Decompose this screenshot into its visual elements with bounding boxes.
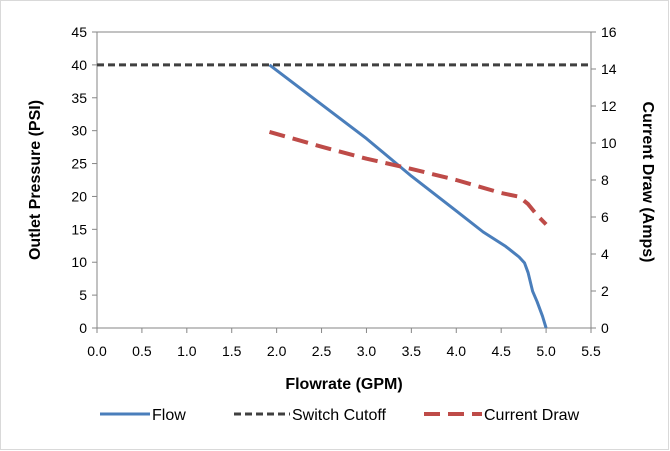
y-tick-label: 25 <box>71 156 87 172</box>
y2-tick-label: 6 <box>601 209 609 225</box>
y-tick-label: 10 <box>71 254 87 270</box>
x-tick-label: 3.5 <box>402 343 422 359</box>
y2-tick-label: 8 <box>601 172 609 188</box>
y-axis-title: Outlet Pressure (PSI) <box>27 100 44 260</box>
y2-tick-label: 10 <box>601 135 617 151</box>
y-tick-label: 5 <box>79 287 87 303</box>
legend-label-current-draw: Current Draw <box>484 407 580 424</box>
x-tick-label: 4.5 <box>491 343 511 359</box>
y-tick-label: 35 <box>71 90 87 106</box>
x-tick-label: 0.5 <box>132 343 152 359</box>
x-tick-label: 1.0 <box>177 343 197 359</box>
y-tick-label: 40 <box>71 57 87 73</box>
y2-tick-label: 2 <box>601 283 609 299</box>
x-tick-label: 5.5 <box>581 343 601 359</box>
y-tick-label: 0 <box>79 320 87 336</box>
x-tick-label: 1.5 <box>222 343 242 359</box>
y2-tick-label: 4 <box>601 246 609 262</box>
x-tick-label: 0.0 <box>87 343 107 359</box>
x-axis-title: Flowrate (GPM) <box>285 376 402 393</box>
y-tick-label: 20 <box>71 188 87 204</box>
y-tick-label: 15 <box>71 221 87 237</box>
y2-tick-label: 12 <box>601 98 617 114</box>
x-tick-label: 2.0 <box>267 343 287 359</box>
x-tick-label: 5.0 <box>536 343 556 359</box>
y2-axis-title: Current Draw (Amps) <box>639 102 656 263</box>
y2-tick-label: 0 <box>601 320 609 336</box>
y2-tick-label: 14 <box>601 61 617 77</box>
legend-label-flow: Flow <box>152 407 186 424</box>
x-tick-label: 2.5 <box>312 343 332 359</box>
y2-tick-label: 16 <box>601 24 617 40</box>
y-tick-label: 45 <box>71 24 87 40</box>
x-tick-label: 3.0 <box>357 343 377 359</box>
y-tick-label: 30 <box>71 123 87 139</box>
x-tick-label: 4.0 <box>447 343 467 359</box>
legend-label-switch-cutoff: Switch Cutoff <box>292 407 387 424</box>
